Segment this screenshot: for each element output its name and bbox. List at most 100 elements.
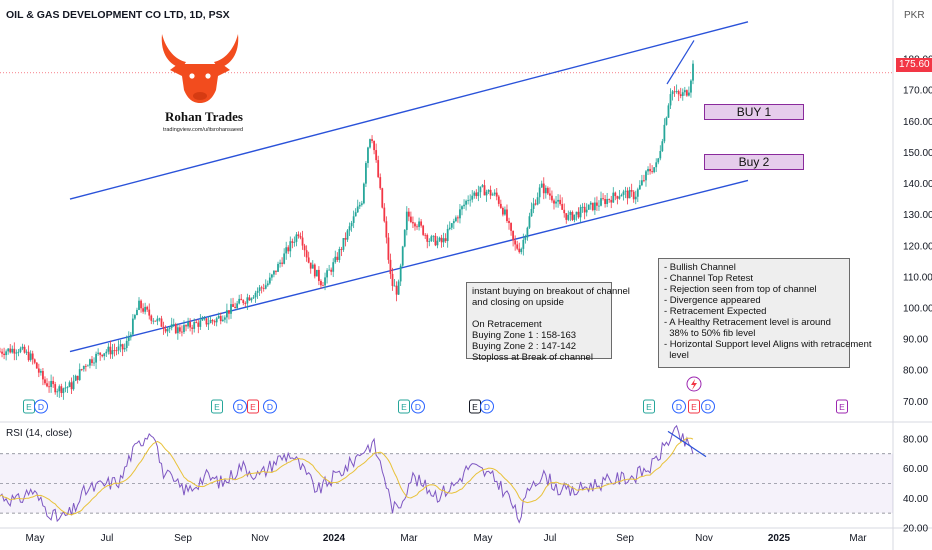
candle-body bbox=[632, 191, 635, 200]
candle-body bbox=[504, 209, 506, 215]
note-line: instant buying on breakout of channel bbox=[472, 286, 630, 297]
marker-letter: D bbox=[484, 402, 490, 412]
candle-body bbox=[330, 269, 333, 272]
candle-body bbox=[559, 199, 562, 205]
candle-body bbox=[645, 171, 647, 181]
candle-body bbox=[170, 324, 173, 328]
candle-body bbox=[146, 306, 149, 310]
candle-body bbox=[577, 211, 580, 218]
candle-body bbox=[573, 214, 576, 220]
candle-body bbox=[46, 383, 48, 387]
marker-frame bbox=[643, 399, 655, 414]
candle-body bbox=[105, 351, 108, 354]
candle-body bbox=[385, 221, 388, 238]
marker-letter: D bbox=[237, 402, 243, 412]
marker-frame bbox=[398, 399, 410, 414]
candle-body bbox=[275, 270, 277, 272]
marker-frame bbox=[34, 399, 48, 414]
candle-body bbox=[430, 236, 433, 242]
candle-body bbox=[471, 195, 474, 200]
note-line: - Rejection seen from top of channel bbox=[664, 284, 817, 295]
candle-body bbox=[679, 94, 682, 96]
candle-body bbox=[428, 241, 431, 242]
candle-body bbox=[150, 315, 153, 321]
candle-body bbox=[661, 141, 664, 152]
candle-body bbox=[127, 337, 130, 341]
candle-body bbox=[183, 325, 185, 333]
logo-title: Rohan Trades bbox=[165, 109, 243, 124]
candle-body bbox=[136, 309, 138, 316]
candle-body bbox=[405, 211, 408, 230]
candle-body bbox=[156, 318, 159, 322]
candle-body bbox=[375, 150, 378, 161]
candle-body bbox=[551, 195, 553, 201]
price-tick-label: 130.00 bbox=[903, 210, 932, 221]
candle-body bbox=[671, 91, 674, 95]
candle-body bbox=[199, 320, 202, 327]
candle-body bbox=[68, 382, 71, 388]
candle-body bbox=[365, 163, 367, 184]
candle-body bbox=[287, 247, 290, 252]
candle-body bbox=[248, 297, 251, 301]
buy-2-box[interactable]: Buy 2 bbox=[704, 154, 804, 170]
candle-body bbox=[178, 327, 181, 332]
candle-body bbox=[636, 189, 639, 197]
earnings-marker: E bbox=[836, 399, 848, 414]
candle-body bbox=[344, 238, 347, 240]
candle-body bbox=[285, 247, 288, 254]
note-line: Stoploss at Break of channel bbox=[472, 352, 593, 363]
time-tick-label: 2024 bbox=[323, 533, 346, 544]
candle-body bbox=[393, 285, 396, 287]
candle-body bbox=[42, 371, 44, 380]
time-tick-label: Mar bbox=[400, 533, 418, 544]
earnings-marker: E bbox=[643, 399, 655, 414]
candle-body bbox=[0, 351, 1, 353]
candle-body bbox=[260, 287, 263, 289]
candle-body bbox=[37, 368, 40, 373]
candle-body bbox=[324, 277, 326, 286]
candle-body bbox=[424, 234, 427, 236]
candle-body bbox=[461, 206, 463, 210]
candle-body bbox=[528, 216, 531, 228]
candle-body bbox=[358, 204, 361, 207]
candle-body bbox=[80, 369, 83, 370]
candle-body bbox=[555, 201, 557, 204]
candle-body bbox=[593, 202, 596, 211]
candle-body bbox=[497, 196, 500, 204]
candle-body bbox=[215, 318, 218, 323]
candle-body bbox=[510, 223, 512, 231]
candle-body bbox=[395, 285, 398, 295]
candle-body bbox=[418, 221, 420, 227]
candle-body bbox=[579, 207, 582, 218]
earnings-marker: E bbox=[247, 399, 259, 414]
candle-body bbox=[89, 359, 91, 366]
buy-1-box[interactable]: BUY 1 bbox=[704, 104, 804, 120]
analysis-note[interactable]: - Bullish Channel - Channel Top Retest -… bbox=[658, 258, 872, 368]
strategy-note[interactable]: instant buying on breakout of channel an… bbox=[466, 282, 630, 363]
candle-body bbox=[295, 234, 298, 242]
marker-frame bbox=[672, 399, 686, 414]
candle-body bbox=[516, 244, 519, 249]
candle-body bbox=[465, 200, 467, 205]
candle-body bbox=[512, 230, 515, 241]
candle-body bbox=[144, 306, 147, 312]
candle-body bbox=[168, 327, 171, 329]
price-tick-label: 70.00 bbox=[903, 397, 928, 408]
candle-body bbox=[336, 256, 339, 260]
candle-body bbox=[549, 193, 551, 196]
channel-bottom-line bbox=[69, 179, 749, 353]
candle-body bbox=[522, 239, 525, 249]
candle-body bbox=[389, 259, 392, 274]
note-line: - Divergence appeared bbox=[664, 295, 761, 306]
candle-body bbox=[234, 306, 236, 309]
candle-body bbox=[211, 320, 214, 322]
candle-body bbox=[360, 203, 363, 205]
candle-body bbox=[33, 359, 36, 363]
candle-body bbox=[315, 269, 318, 277]
note-line: - A Healthy Retracement level is around bbox=[664, 317, 831, 328]
candle-body bbox=[258, 287, 261, 291]
candle-body bbox=[11, 348, 14, 353]
candle-body bbox=[273, 270, 275, 275]
candle-body bbox=[52, 380, 55, 385]
candle-body bbox=[416, 226, 418, 228]
